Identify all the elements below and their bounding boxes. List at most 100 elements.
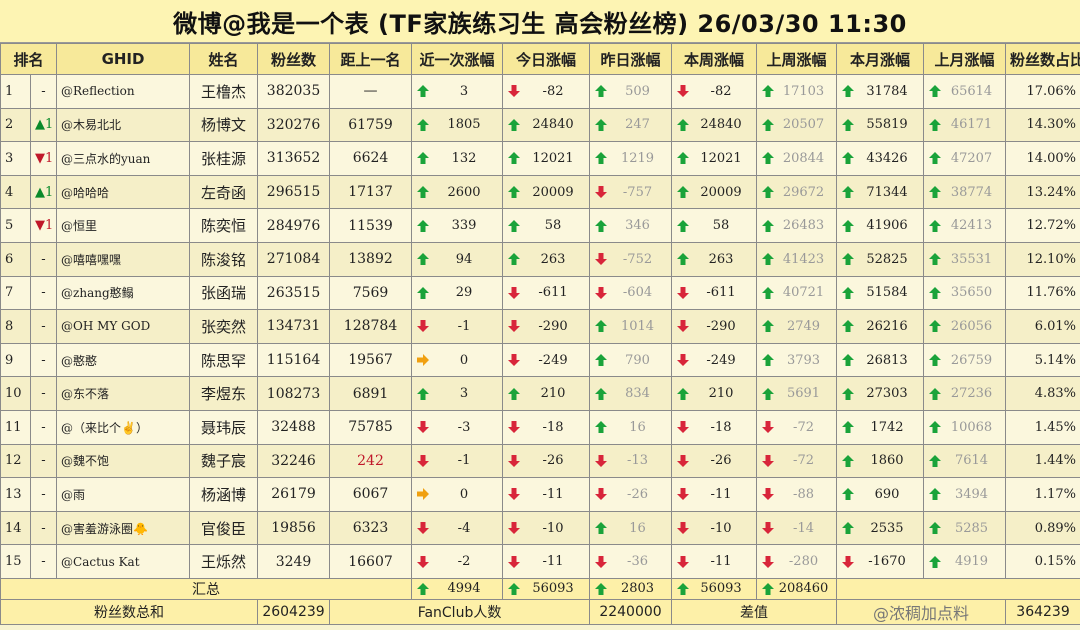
arrow-up-icon [842, 219, 855, 232]
value-text: 2803 [620, 581, 655, 597]
last-month-change: 38774 [923, 174, 1007, 210]
week-change: 20009 [671, 174, 758, 210]
arrow-up-icon [417, 253, 430, 266]
value-text: -290 [538, 318, 568, 334]
rank-cell: 15 [0, 544, 31, 579]
gap-cell: 7569 [329, 275, 413, 311]
value-text: 16 [629, 419, 646, 435]
arrow-down-icon [595, 186, 608, 199]
share-cell: 12.10% [1005, 241, 1080, 277]
last-month-change: 5285 [923, 510, 1007, 546]
total-fans-label: 粉丝数总和 [0, 598, 259, 625]
today-change: -82 [502, 74, 591, 109]
fans-cell: 19856 [257, 510, 331, 546]
rank-change-cell: - [29, 409, 58, 445]
arrow-up-icon [595, 421, 608, 434]
arrow-down-icon [762, 488, 775, 501]
rank-change-cell: ▲1 [29, 174, 58, 210]
value-text: 132 [451, 150, 477, 166]
today-change: -10 [502, 510, 591, 546]
week-change: -290 [671, 309, 758, 344]
value-text: -11 [710, 486, 732, 502]
arrow-up-icon [677, 219, 690, 232]
name-cell: 陈思罕 [189, 342, 259, 378]
table-row: 4 ▲1 @哈哈哈 左奇函 296515 17137 2600 20009 -757 20009 2… [0, 174, 1080, 210]
last-week-change: -14 [756, 510, 838, 546]
arrow-up-icon [842, 354, 855, 367]
rank-cell: 5 [0, 208, 31, 243]
month-change: 26813 [836, 342, 925, 378]
ghid-cell: @害羞游泳圈🐥 [56, 510, 191, 546]
arrow-up-icon [508, 582, 521, 595]
month-change: 690 [836, 477, 925, 512]
value-text: 65614 [950, 83, 993, 99]
month-change: 52825 [836, 241, 925, 277]
value-text: 339 [451, 218, 477, 234]
value-text: -290 [706, 318, 736, 334]
ghid-cell: @哈哈哈 [56, 174, 191, 210]
value-text: 5691 [786, 386, 821, 402]
arrow-down-icon [417, 555, 430, 568]
watermark: @浓稠加点料 [836, 598, 1007, 625]
arrow-up-icon [417, 152, 430, 165]
arrow-down-icon [417, 522, 430, 535]
name-cell: 张函瑞 [189, 275, 259, 311]
table-row: 1- @Reflection 王橹杰 382035— 3 -82 509 -82 17103 31… [0, 74, 1080, 109]
arrow-down-icon [762, 522, 775, 535]
rank-cell: 3 [0, 141, 31, 176]
value-text: 834 [625, 386, 650, 402]
value-text: -611 [538, 285, 568, 301]
gap-cell: — [329, 74, 413, 109]
rank-cell: 8 [0, 309, 31, 344]
recent-change: 3 [411, 74, 504, 109]
arrow-up-icon [762, 152, 775, 165]
month-change: 31784 [836, 74, 925, 109]
today-change: 24840 [502, 107, 591, 143]
table-row: 9- @憨憨 陈思罕 115164 19567 0 -249 790 -249 3793 26813… [0, 342, 1080, 378]
last-month-change: 26056 [923, 309, 1007, 344]
table-row: 8- @OH MY GOD 张奕然 134731 128784 -1 -290 1014 -29… [0, 309, 1080, 344]
ghid-cell: @魏不饱 [56, 443, 191, 479]
arrow-up-icon [929, 488, 942, 501]
value-text: 346 [625, 218, 650, 234]
arrow-down-icon [508, 555, 521, 568]
footer-row: 粉丝数总和 2604239 FanClub人数 2240000 差值 @浓稠加点料 3642… [0, 598, 1080, 625]
fanclub-value: 2240000 [589, 598, 673, 625]
today-change: -611 [502, 275, 591, 311]
recent-change: 3 [411, 376, 504, 411]
value-text: 29672 [782, 184, 825, 200]
value-text: -10 [542, 520, 564, 536]
week-change: 12021 [671, 141, 758, 176]
last-week-change: -72 [756, 443, 838, 479]
ghid-cell: @（来比个✌） [56, 409, 191, 445]
name-cell: 张桂源 [189, 141, 259, 176]
week-change: -10 [671, 510, 758, 546]
share-cell: 14.00% [1005, 141, 1080, 176]
recent-change: 2600 [411, 174, 504, 210]
last-month-change: 65614 [923, 74, 1007, 109]
arrow-up-icon [508, 219, 521, 232]
arrow-up-icon [842, 286, 855, 299]
value-text: 26813 [866, 352, 908, 368]
arrow-up-icon [762, 286, 775, 299]
arrow-up-icon [677, 253, 690, 266]
arrow-down-icon [508, 320, 521, 333]
last-week-change: 2749 [756, 309, 838, 344]
week-change: -611 [671, 275, 758, 311]
month-change: 51584 [836, 275, 925, 311]
value-text: 52825 [866, 251, 908, 267]
value-text: -14 [793, 520, 814, 536]
arrow-up-icon [508, 118, 521, 131]
arrow-up-icon [762, 118, 775, 131]
arrow-down-icon [677, 488, 690, 501]
week-change: 24840 [671, 107, 758, 143]
week-change: 58 [671, 208, 758, 243]
gap-cell: 11539 [329, 208, 413, 243]
fans-cell: 263515 [257, 275, 331, 311]
share-cell: 11.76% [1005, 275, 1080, 311]
arrow-down-icon [417, 320, 430, 333]
yesterday-change: 834 [589, 376, 673, 411]
week-change: -11 [671, 477, 758, 512]
arrow-up-icon [417, 582, 430, 595]
value-text: 51584 [866, 285, 908, 301]
